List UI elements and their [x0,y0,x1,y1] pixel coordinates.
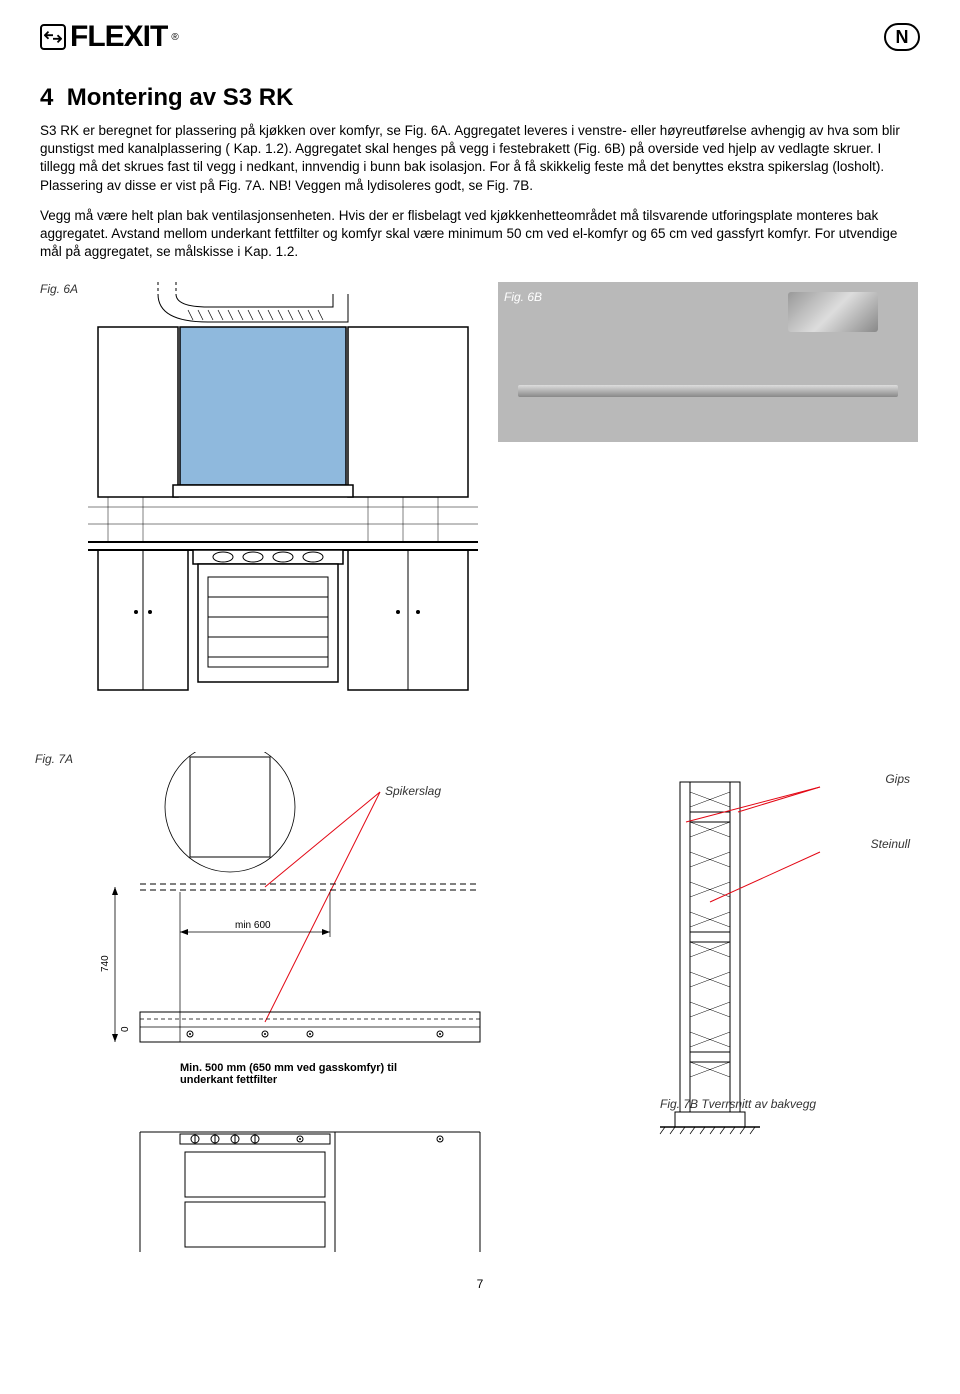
fig7b-diagram [620,772,850,1152]
fig6a-container: Fig. 6A [40,282,478,702]
section-heading: 4 Montering av S3 RK [40,84,920,112]
fig7b-label: Fig. 7B Tverrsnitt av bakvegg [660,1097,920,1111]
fig6b-label: Fig. 6B [504,290,542,304]
brand-text: FLEXIT [70,20,167,54]
figures-row-7: Fig. 7A Spikerslag 740 0 min 600 [40,752,920,1257]
logo-arrows-icon [40,24,66,50]
clearance-note: Min. 500 mm (650 mm ved gasskomfyr) til … [180,1062,430,1086]
gips-label: Gips [885,772,910,786]
registered-icon: ® [171,32,178,43]
fig6b-photo: Fig. 6B [498,282,918,442]
dim-740: 740 [100,954,111,971]
fig7a-label: Fig. 7A [35,752,73,766]
language-badge: N [884,23,920,51]
dim-min600: min 600 [235,920,271,931]
fig7a-diagram: 740 0 min 600 Min. 500 mm (650 mm ved ga… [40,752,580,1252]
fig7b-container: Gips Steinull [620,752,920,1111]
section-number: 4 [40,84,53,111]
steinull-label: Steinull [871,837,910,851]
fig6a-diagram [88,282,478,702]
section-title-text: Montering av S3 RK [67,84,294,111]
fig6a-label: Fig. 6A [40,282,78,702]
paragraph-1: S3 RK er beregnet for plassering på kjøk… [40,122,920,195]
spikerslag-label: Spikerslag [385,784,441,798]
page-number: 7 [40,1277,920,1291]
dim-0: 0 [120,1026,131,1032]
fig7a-container: Fig. 7A Spikerslag 740 0 min 600 [40,752,580,1257]
mounting-bracket-icon [518,385,898,397]
brand-logo: FLEXIT ® [40,20,179,54]
page-header: FLEXIT ® N [40,20,920,54]
figures-row-6: Fig. 6A [40,282,920,702]
paragraph-2: Vegg må være helt plan bak ventilasjonse… [40,207,920,262]
screws-pack-icon [788,292,878,332]
